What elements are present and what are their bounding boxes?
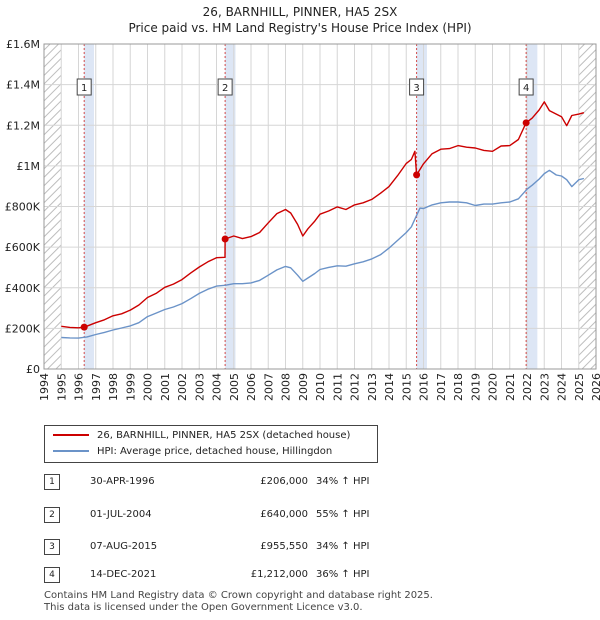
x-tick-label: 2026	[590, 373, 600, 401]
x-tick-label: 1994	[38, 373, 51, 401]
row-date: 30-APR-1996	[90, 476, 155, 487]
table-row: 3 07-AUG-2015 £955,550 34% ↑ HPI	[44, 537, 424, 557]
annotation-box-2	[217, 78, 233, 96]
chart-title-line2: Price paid vs. HM Land Registry's House …	[128, 21, 472, 35]
x-tick-label: 2004	[211, 373, 224, 401]
y-tick-label: £1.4M	[6, 79, 40, 92]
row-number-badge: 2	[44, 507, 60, 523]
x-tick-label: 2021	[504, 373, 517, 401]
row-date: 07-AUG-2015	[90, 541, 158, 552]
y-tick-label: £200K	[5, 322, 41, 335]
annotation-label-1: 1	[81, 83, 87, 94]
property-series-line	[61, 101, 585, 329]
plot-frame	[43, 43, 597, 370]
annotation-label-4: 4	[523, 83, 529, 94]
x-tick-label: 2015	[400, 373, 413, 401]
row-hpi: 36% ↑ HPI	[316, 569, 370, 580]
legend-swatch-hpi	[53, 450, 89, 452]
x-tick-label: 2012	[349, 373, 362, 401]
annotation-label-3: 3	[413, 83, 419, 94]
row-price: £955,550	[260, 541, 308, 552]
x-tick-label: 2013	[366, 373, 379, 401]
footer-line2: This data is licensed under the Open Gov…	[44, 602, 363, 613]
x-tick-label: 2020	[487, 373, 500, 401]
row-number-badge: 4	[44, 567, 60, 583]
legend-label-property: 26, BARNHILL, PINNER, HA5 2SX (detached …	[97, 430, 351, 441]
y-tick-label: £600K	[5, 241, 41, 254]
x-tick-label: 2017	[435, 373, 448, 401]
x-tick-label: 2016	[418, 373, 431, 401]
chart-title-line1: 26, BARNHILL, PINNER, HA5 2SX	[202, 5, 398, 19]
x-tick-label: 2011	[331, 373, 344, 401]
table-row: 1 30-APR-1996 £206,000 34% ↑ HPI	[44, 472, 424, 492]
x-tick-label: 2014	[383, 373, 396, 401]
annotation-label-2: 2	[222, 83, 228, 94]
annotation-box-1	[76, 78, 92, 96]
row-number-badge: 1	[44, 474, 60, 490]
annotation-box-3	[409, 78, 425, 96]
legend-item-hpi: HPI: Average price, detached house, Hill…	[53, 444, 332, 460]
row-number-badge: 3	[44, 539, 60, 555]
x-tick-label: 2002	[176, 373, 189, 401]
x-tick-label: 2001	[159, 373, 172, 401]
x-tick-label: 2005	[228, 373, 241, 401]
y-tick-label: £1M	[17, 160, 41, 173]
row-hpi: 34% ↑ HPI	[316, 541, 370, 552]
table-row: 4 14-DEC-2021 £1,212,000 36% ↑ HPI	[44, 565, 424, 585]
x-tick-label: 2024	[556, 373, 569, 401]
x-tick-label: 2010	[314, 373, 327, 401]
x-tick-label: 1999	[124, 373, 137, 401]
row-price: £640,000	[260, 509, 308, 520]
x-tick-label: 2025	[573, 373, 586, 401]
x-tick-label: 2019	[469, 373, 482, 401]
x-tick-label: 1997	[90, 373, 103, 401]
table-row: 2 01-JUL-2004 £640,000 55% ↑ HPI	[44, 505, 424, 525]
chart-legend: 26, BARNHILL, PINNER, HA5 2SX (detached …	[44, 425, 378, 463]
x-tick-label: 2009	[297, 373, 310, 401]
legend-swatch-property	[53, 434, 89, 436]
sale-point-2	[221, 235, 229, 243]
chart-title: 26, BARNHILL, PINNER, HA5 2SX Price paid…	[0, 4, 600, 36]
row-price: £206,000	[260, 476, 308, 487]
footer-note: Contains HM Land Registry data © Crown c…	[44, 590, 433, 614]
x-tick-label: 2008	[280, 373, 293, 401]
price-chart: £0 £200K £400K £600K £800K £1M £1.2M £1.4M £1.6M…	[5, 38, 600, 401]
sale-point-1	[80, 323, 88, 331]
hpi-series-line	[61, 169, 585, 339]
y-tick-label: £1.2M	[6, 119, 40, 132]
row-hpi: 34% ↑ HPI	[316, 476, 370, 487]
x-tick-label: 1998	[107, 373, 120, 401]
row-date: 14-DEC-2021	[90, 569, 157, 580]
row-date: 01-JUL-2004	[90, 509, 152, 520]
x-tick-label: 2006	[245, 373, 258, 401]
y-tick-label: £800K	[5, 201, 41, 214]
y-tick-label: £1.6M	[6, 38, 40, 51]
x-tick-label: 2018	[452, 373, 465, 401]
x-tick-label: 2007	[262, 373, 275, 401]
legend-item-property: 26, BARNHILL, PINNER, HA5 2SX (detached …	[53, 428, 350, 444]
x-tick-label: 2003	[193, 373, 206, 401]
row-price: £1,212,000	[250, 569, 308, 580]
x-tick-label: 2023	[538, 373, 551, 401]
sale-point-4	[522, 119, 530, 127]
x-tick-label: 2000	[142, 373, 155, 401]
x-tick-label: 1995	[55, 373, 68, 401]
x-tick-label: 1996	[73, 373, 86, 401]
row-hpi: 55% ↑ HPI	[316, 509, 370, 520]
footer-line1: Contains HM Land Registry data © Crown c…	[44, 590, 433, 601]
sale-point-3	[413, 171, 421, 179]
x-tick-label: 2022	[521, 373, 534, 401]
y-tick-label: £0	[26, 363, 40, 376]
y-tick-label: £400K	[5, 282, 41, 295]
annotation-box-4	[518, 78, 534, 96]
legend-label-hpi: HPI: Average price, detached house, Hill…	[97, 446, 333, 457]
